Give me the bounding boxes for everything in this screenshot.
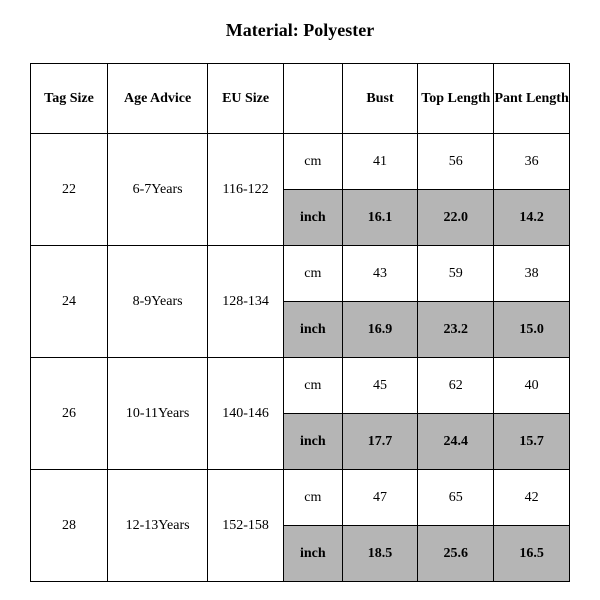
cell-pant-cm: 36 — [494, 134, 570, 190]
cell-bust-inch: 17.7 — [342, 414, 418, 470]
cell-bust-inch: 16.1 — [342, 190, 418, 246]
cell-unit-inch: inch — [283, 302, 342, 358]
col-unit — [283, 64, 342, 134]
cell-bust-inch: 16.9 — [342, 302, 418, 358]
cell-top-inch: 24.4 — [418, 414, 494, 470]
size-chart-container: Material: Polyester Tag Size Age Advice … — [0, 0, 600, 592]
cell-bust-cm: 41 — [342, 134, 418, 190]
cell-age: 12-13Years — [108, 470, 208, 582]
cell-top-cm: 59 — [418, 246, 494, 302]
col-pant-length: Pant Length — [494, 64, 570, 134]
chart-title: Material: Polyester — [30, 20, 570, 41]
header-row: Tag Size Age Advice EU Size Bust Top Len… — [31, 64, 570, 134]
cell-tag: 24 — [31, 246, 108, 358]
cell-eu: 128-134 — [208, 246, 284, 358]
cell-bust-cm: 45 — [342, 358, 418, 414]
table-row: 24 8-9Years 128-134 cm 43 59 38 — [31, 246, 570, 302]
col-bust: Bust — [342, 64, 418, 134]
cell-unit-inch: inch — [283, 414, 342, 470]
cell-top-inch: 22.0 — [418, 190, 494, 246]
cell-eu: 116-122 — [208, 134, 284, 246]
cell-bust-cm: 43 — [342, 246, 418, 302]
cell-age: 8-9Years — [108, 246, 208, 358]
table-row: 22 6-7Years 116-122 cm 41 56 36 — [31, 134, 570, 190]
cell-unit-cm: cm — [283, 246, 342, 302]
cell-top-inch: 25.6 — [418, 526, 494, 582]
cell-top-cm: 65 — [418, 470, 494, 526]
col-top-length: Top Length — [418, 64, 494, 134]
cell-bust-inch: 18.5 — [342, 526, 418, 582]
cell-eu: 140-146 — [208, 358, 284, 470]
cell-pant-cm: 40 — [494, 358, 570, 414]
cell-unit-cm: cm — [283, 134, 342, 190]
cell-bust-cm: 47 — [342, 470, 418, 526]
cell-unit-cm: cm — [283, 358, 342, 414]
cell-top-cm: 62 — [418, 358, 494, 414]
cell-top-inch: 23.2 — [418, 302, 494, 358]
col-eu-size: EU Size — [208, 64, 284, 134]
cell-top-cm: 56 — [418, 134, 494, 190]
cell-age: 6-7Years — [108, 134, 208, 246]
cell-eu: 152-158 — [208, 470, 284, 582]
table-row: 28 12-13Years 152-158 cm 47 65 42 — [31, 470, 570, 526]
cell-pant-cm: 42 — [494, 470, 570, 526]
cell-pant-inch: 14.2 — [494, 190, 570, 246]
cell-tag: 22 — [31, 134, 108, 246]
cell-unit-inch: inch — [283, 190, 342, 246]
cell-tag: 28 — [31, 470, 108, 582]
col-age-advice: Age Advice — [108, 64, 208, 134]
col-tag-size: Tag Size — [31, 64, 108, 134]
cell-tag: 26 — [31, 358, 108, 470]
cell-pant-inch: 15.7 — [494, 414, 570, 470]
table-row: 26 10-11Years 140-146 cm 45 62 40 — [31, 358, 570, 414]
size-table: Tag Size Age Advice EU Size Bust Top Len… — [30, 63, 570, 582]
table-body: 22 6-7Years 116-122 cm 41 56 36 inch 16.… — [31, 134, 570, 582]
cell-unit-inch: inch — [283, 526, 342, 582]
cell-pant-inch: 16.5 — [494, 526, 570, 582]
cell-pant-cm: 38 — [494, 246, 570, 302]
cell-age: 10-11Years — [108, 358, 208, 470]
cell-unit-cm: cm — [283, 470, 342, 526]
cell-pant-inch: 15.0 — [494, 302, 570, 358]
